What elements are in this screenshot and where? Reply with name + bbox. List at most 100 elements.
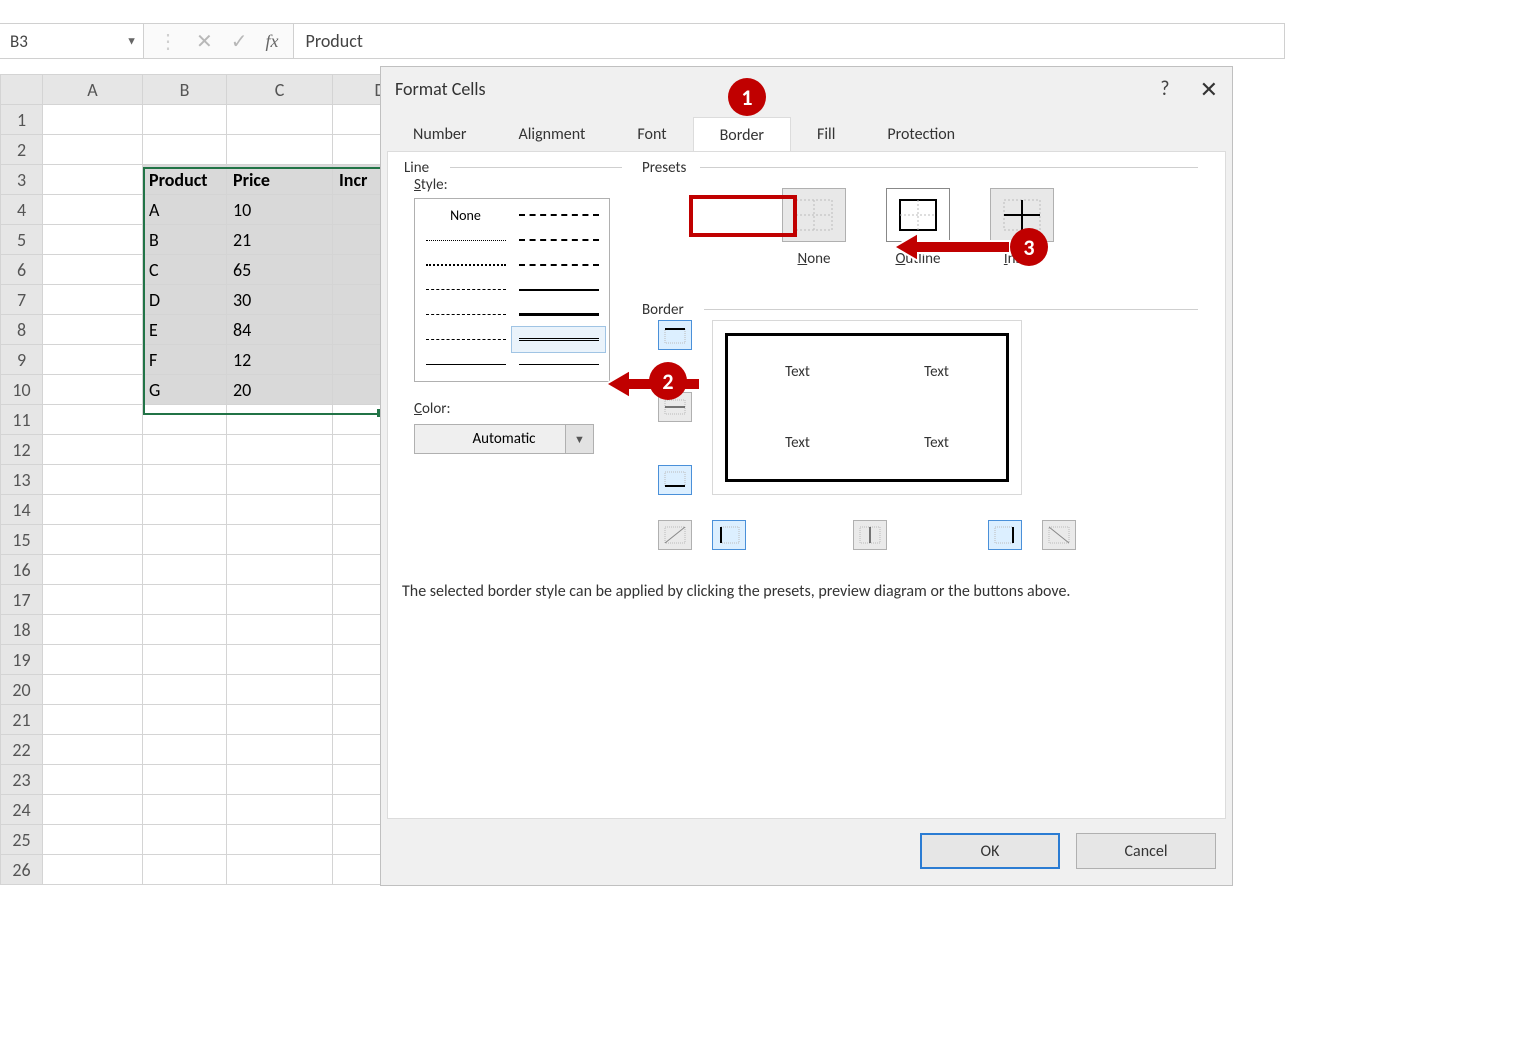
fx-icon[interactable]: fx [266, 31, 279, 52]
row-header[interactable]: 15 [1, 525, 43, 555]
cell[interactable] [227, 825, 333, 855]
cell[interactable] [227, 135, 333, 165]
line-style-picker[interactable]: None [414, 198, 610, 382]
cell[interactable] [43, 105, 143, 135]
cell[interactable] [43, 675, 143, 705]
cell[interactable]: 65 [227, 255, 333, 285]
cell[interactable] [43, 735, 143, 765]
enter-icon[interactable]: ✓ [231, 29, 248, 54]
row-header[interactable]: 24 [1, 795, 43, 825]
cancel-icon[interactable]: ✕ [196, 29, 213, 54]
cell[interactable] [143, 795, 227, 825]
row-header[interactable]: 6 [1, 255, 43, 285]
cell[interactable]: C [143, 255, 227, 285]
row-header[interactable]: 14 [1, 495, 43, 525]
cell[interactable] [227, 765, 333, 795]
cell[interactable] [227, 585, 333, 615]
cell[interactable] [43, 315, 143, 345]
border-diag-down-button[interactable] [1042, 520, 1076, 550]
cell[interactable] [43, 465, 143, 495]
row-header[interactable]: 4 [1, 195, 43, 225]
name-box-dropdown-icon[interactable]: ▼ [126, 35, 137, 48]
row-header[interactable]: 21 [1, 705, 43, 735]
line-style-opt[interactable] [512, 302, 605, 327]
cell[interactable] [143, 135, 227, 165]
line-style-opt[interactable] [512, 203, 605, 228]
line-style-opt[interactable] [419, 278, 512, 303]
cell[interactable] [227, 795, 333, 825]
border-middle-v-button[interactable] [853, 520, 887, 550]
cell[interactable] [43, 825, 143, 855]
help-icon[interactable]: ? [1160, 77, 1169, 101]
line-style-opt[interactable] [512, 278, 605, 303]
row-header[interactable]: 17 [1, 585, 43, 615]
row-header[interactable]: 1 [1, 105, 43, 135]
name-box[interactable]: B3 ▼ [0, 24, 144, 58]
cell[interactable] [143, 435, 227, 465]
cell[interactable]: B [143, 225, 227, 255]
color-dropdown[interactable]: Automatic ▼ [414, 424, 594, 454]
cell[interactable] [43, 165, 143, 195]
cell[interactable] [227, 435, 333, 465]
cell[interactable] [227, 615, 333, 645]
row-header[interactable]: 16 [1, 555, 43, 585]
row-header[interactable]: 8 [1, 315, 43, 345]
tab-alignment[interactable]: Alignment [492, 117, 611, 154]
chevron-down-icon[interactable]: ▼ [565, 425, 593, 453]
border-bottom-button[interactable] [658, 465, 692, 495]
line-style-opt[interactable] [419, 302, 512, 327]
line-style-opt[interactable] [512, 352, 605, 377]
line-style-selected[interactable] [512, 327, 605, 352]
cell[interactable] [43, 375, 143, 405]
cell[interactable] [143, 105, 227, 135]
tab-number[interactable]: Number [387, 117, 492, 154]
row-header[interactable]: 25 [1, 825, 43, 855]
line-style-opt[interactable] [419, 327, 512, 352]
cell[interactable] [43, 795, 143, 825]
cell[interactable] [143, 645, 227, 675]
cell[interactable] [43, 195, 143, 225]
cell[interactable] [227, 735, 333, 765]
cell[interactable] [143, 735, 227, 765]
cell[interactable] [227, 705, 333, 735]
cell[interactable] [43, 555, 143, 585]
line-style-none[interactable]: None [419, 203, 512, 228]
cell[interactable] [43, 645, 143, 675]
cell[interactable]: 20 [227, 375, 333, 405]
cell[interactable] [227, 555, 333, 585]
cell[interactable] [43, 525, 143, 555]
row-header[interactable]: 5 [1, 225, 43, 255]
column-header[interactable]: B [143, 75, 227, 105]
cell[interactable] [143, 555, 227, 585]
close-icon[interactable]: ✕ [1200, 76, 1218, 103]
cell[interactable] [227, 675, 333, 705]
cell[interactable] [143, 585, 227, 615]
border-preview[interactable]: Text Text Text Text [712, 320, 1022, 495]
cell[interactable] [227, 105, 333, 135]
cell[interactable]: 21 [227, 225, 333, 255]
cell[interactable] [143, 855, 227, 885]
cell[interactable] [43, 705, 143, 735]
column-header[interactable]: A [43, 75, 143, 105]
border-left-button[interactable] [712, 520, 746, 550]
cell[interactable] [43, 225, 143, 255]
cell[interactable]: 84 [227, 315, 333, 345]
cell[interactable] [227, 855, 333, 885]
cell[interactable] [227, 495, 333, 525]
row-header[interactable]: 9 [1, 345, 43, 375]
cell[interactable] [227, 645, 333, 675]
row-header[interactable]: 12 [1, 435, 43, 465]
cell[interactable]: E [143, 315, 227, 345]
cancel-button[interactable]: Cancel [1076, 833, 1216, 869]
cell[interactable] [43, 435, 143, 465]
cell[interactable] [43, 405, 143, 435]
row-header[interactable]: 26 [1, 855, 43, 885]
cell[interactable] [227, 405, 333, 435]
row-header[interactable]: 13 [1, 465, 43, 495]
cell[interactable] [43, 585, 143, 615]
cell[interactable] [43, 255, 143, 285]
cell[interactable]: 10 [227, 195, 333, 225]
cell[interactable] [43, 135, 143, 165]
cell[interactable] [143, 405, 227, 435]
column-header[interactable]: C [227, 75, 333, 105]
